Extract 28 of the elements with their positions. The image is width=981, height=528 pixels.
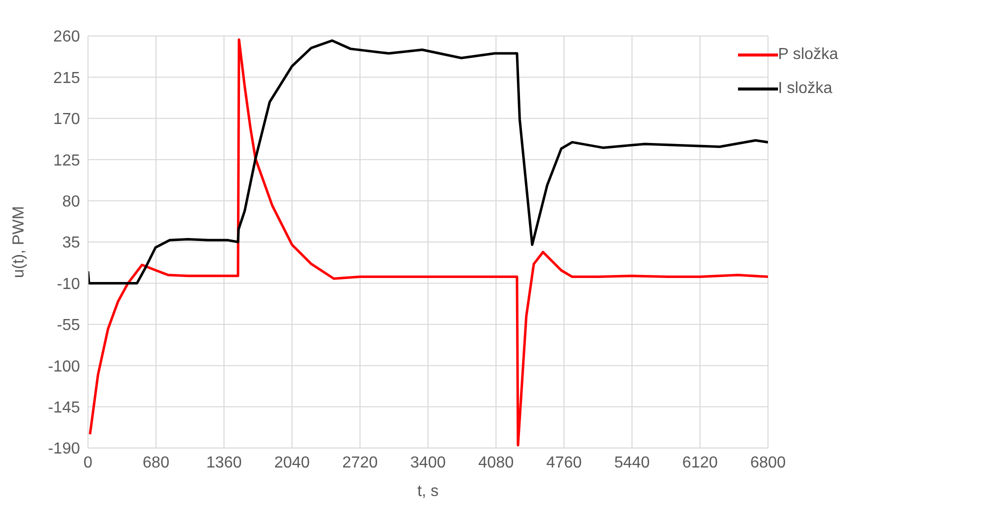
y-tick-label: -55 (56, 317, 80, 334)
y-tick-label: -100 (48, 358, 80, 376)
y-tick-label: -190 (48, 440, 80, 458)
y-tick-label: -145 (48, 399, 80, 416)
x-tick-label: 6800 (750, 454, 786, 472)
x-tick-label: 1360 (206, 454, 242, 472)
y-tick-label: 125 (53, 152, 80, 170)
x-tick-label: 2720 (342, 454, 378, 472)
y-tick-label: 215 (53, 70, 80, 87)
y-tick-label: 260 (53, 28, 80, 46)
line-series (88, 38, 768, 447)
x-axis-title: t, s (417, 483, 439, 500)
y-axis-title: u(t), PWM (10, 206, 28, 278)
y-tick-label: -10 (56, 276, 80, 293)
legend-label: P složka (778, 46, 838, 64)
y-tick-label: 35 (62, 234, 80, 252)
x-tick-label: 4760 (546, 454, 582, 472)
line-series (88, 39, 768, 284)
x-tick-label: 0 (84, 454, 93, 472)
legend-label: I složka (778, 80, 832, 98)
x-tick-label: 4080 (478, 454, 514, 472)
x-tick-label: 6120 (682, 454, 718, 472)
y-tick-label: 80 (62, 193, 80, 210)
x-tick-label: 680 (142, 454, 170, 472)
x-tick-label: 2040 (274, 454, 310, 472)
y-tick-label: 170 (53, 111, 80, 128)
x-tick-label: 3400 (410, 454, 446, 472)
x-tick-label: 5440 (614, 454, 650, 472)
